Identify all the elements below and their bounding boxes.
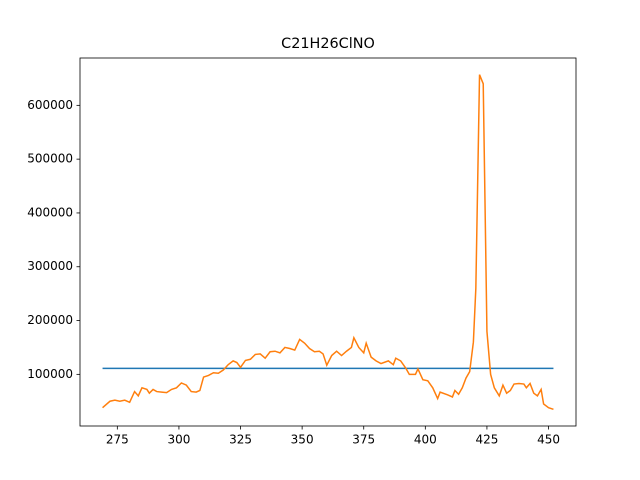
x-tick-label: 375 xyxy=(352,433,375,447)
y-tick-label: 100000 xyxy=(27,367,73,381)
x-tick-label: 350 xyxy=(291,433,314,447)
y-tick-label: 200000 xyxy=(27,313,73,327)
x-tick-label: 450 xyxy=(537,433,560,447)
y-tick-label: 400000 xyxy=(27,205,73,219)
y-tick-label: 300000 xyxy=(27,259,73,273)
y-tick-label: 600000 xyxy=(27,98,73,112)
y-tick-label: 500000 xyxy=(27,152,73,166)
chart-title: C21H26ClNO xyxy=(281,36,375,52)
x-tick-label: 400 xyxy=(414,433,437,447)
x-tick-label: 325 xyxy=(229,433,252,447)
x-tick-label: 300 xyxy=(167,433,190,447)
x-tick-label: 425 xyxy=(475,433,498,447)
axes-frame xyxy=(79,57,577,427)
series-line xyxy=(102,74,554,411)
x-tick-label: 275 xyxy=(106,433,129,447)
